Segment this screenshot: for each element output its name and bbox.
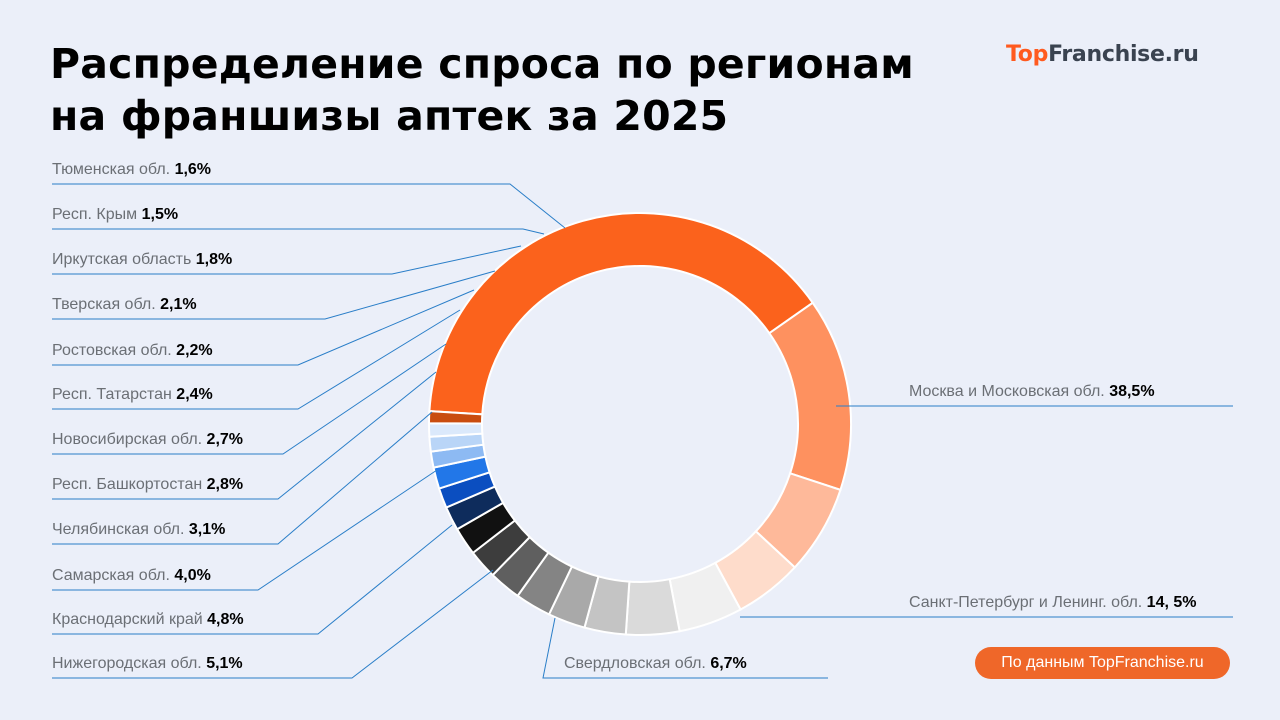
slice-label-москва-и-московская-обл: Москва и Московская обл. 38,5% — [909, 383, 1155, 400]
donut-slices — [427, 212, 852, 636]
slice-label-value: 38,5% — [1109, 383, 1154, 400]
leader-line-15 — [52, 183, 566, 229]
slice-label-value: 14, 5% — [1147, 594, 1197, 611]
leader-line-11 — [52, 289, 475, 366]
slice-label-value: 2,1% — [160, 296, 196, 313]
slice-label-value: 1,6% — [175, 161, 211, 178]
slice-label-иркутская-область: Иркутская область 1,8% — [52, 251, 232, 268]
slice-label-name: Респ. Башкортостан — [52, 476, 207, 493]
page-title: Распределение спроса по регионам на фран… — [50, 38, 1030, 142]
leader-line-14 — [52, 228, 545, 235]
slice-label-name: Иркутская область — [52, 251, 196, 268]
leader-line-7 — [52, 411, 433, 545]
slice-label-name: Самарская обл. — [52, 567, 174, 584]
slice-label-санкт-петербург-и-ленинг-обл: Санкт-Петербург и Ленинг. обл. 14, 5% — [909, 594, 1196, 611]
leader-line-12 — [52, 270, 496, 320]
leader-line-8 — [52, 371, 437, 500]
slice-label-нижегородская-обл: Нижегородская обл. 5,1% — [52, 655, 243, 672]
leader-line-10 — [52, 309, 461, 410]
donut-slice-19 — [427, 410, 484, 425]
page-title-line-1: Распределение спроса по регионам — [50, 40, 914, 88]
slice-label-name: Краснодарский край — [52, 611, 207, 628]
slice-label-тверская-обл: Тверская обл. 2,1% — [52, 296, 197, 313]
slice-label-value: 2,4% — [176, 386, 212, 403]
slice-label-краснодарский-край: Краснодарский край 4,8% — [52, 611, 244, 628]
slice-label-самарская-обл: Самарская обл. 4,0% — [52, 567, 211, 584]
slice-label-value: 2,7% — [207, 431, 243, 448]
slice-label-value: 4,8% — [207, 611, 243, 628]
donut-slice-2 — [767, 301, 852, 492]
slice-label-респ-башкортостан: Респ. Башкортостан 2,8% — [52, 476, 243, 493]
slice-label-value: 3,1% — [189, 521, 225, 538]
slice-label-name: Нижегородская обл. — [52, 655, 206, 672]
slice-label-value: 5,1% — [206, 655, 242, 672]
source-badge[interactable]: По данным TopFranchise.ru — [975, 647, 1230, 679]
slice-label-value: 1,5% — [142, 206, 178, 223]
leader-line-13 — [52, 245, 522, 275]
slice-label-name: Тюменская обл. — [52, 161, 175, 178]
slice-label-value: 2,8% — [207, 476, 243, 493]
slice-label-новосибирская-обл: Новосибирская обл. 2,7% — [52, 431, 243, 448]
slice-label-name: Москва и Московская обл. — [909, 383, 1109, 400]
topfranchise-logo[interactable]: TopFranchise.ru — [1006, 42, 1199, 67]
leader-line-6 — [52, 469, 438, 591]
slice-label-name: Респ. Татарстан — [52, 386, 176, 403]
slice-label-value: 2,2% — [176, 342, 212, 359]
leader-line-4 — [52, 569, 494, 679]
slice-label-челябинская-обл: Челябинская обл. 3,1% — [52, 521, 225, 538]
slice-label-name: Респ. Крым — [52, 206, 142, 223]
donut-slice-1 — [428, 212, 815, 416]
slice-label-name: Тверская обл. — [52, 296, 160, 313]
slice-label-value: 4,0% — [174, 567, 210, 584]
leader-line-3 — [542, 617, 828, 679]
slice-label-value: 6,7% — [710, 655, 746, 672]
slice-label-респ-крым: Респ. Крым 1,5% — [52, 206, 178, 223]
slice-label-name: Новосибирская обл. — [52, 431, 207, 448]
slice-label-тюменская-обл: Тюменская обл. 1,6% — [52, 161, 211, 178]
leader-line-5 — [52, 524, 453, 635]
page-title-line-2: на франшизы аптек за 2025 — [50, 92, 729, 140]
leader-line-9 — [52, 343, 447, 455]
slice-label-свердловская-обл: Свердловская обл. 6,7% — [564, 655, 747, 672]
slice-label-ростовская-обл: Ростовская обл. 2,2% — [52, 342, 213, 359]
donut-slice-18 — [428, 422, 484, 438]
slice-label-name: Челябинская обл. — [52, 521, 189, 538]
slice-label-name: Ростовская обл. — [52, 342, 176, 359]
slice-label-value: 1,8% — [196, 251, 232, 268]
donut-slice-6 — [624, 578, 681, 636]
slice-label-респ-татарстан: Респ. Татарстан 2,4% — [52, 386, 213, 403]
slice-label-name: Свердловская обл. — [564, 655, 710, 672]
slice-label-name: Санкт-Петербург и Ленинг. обл. — [909, 594, 1147, 611]
logo-rest: Franchise.ru — [1048, 42, 1199, 67]
leader-lines — [52, 183, 1233, 679]
logo-prefix: Top — [1006, 42, 1049, 67]
slice-labels: Москва и Московская обл. 38,5% Санкт-Пете… — [52, 161, 1196, 672]
